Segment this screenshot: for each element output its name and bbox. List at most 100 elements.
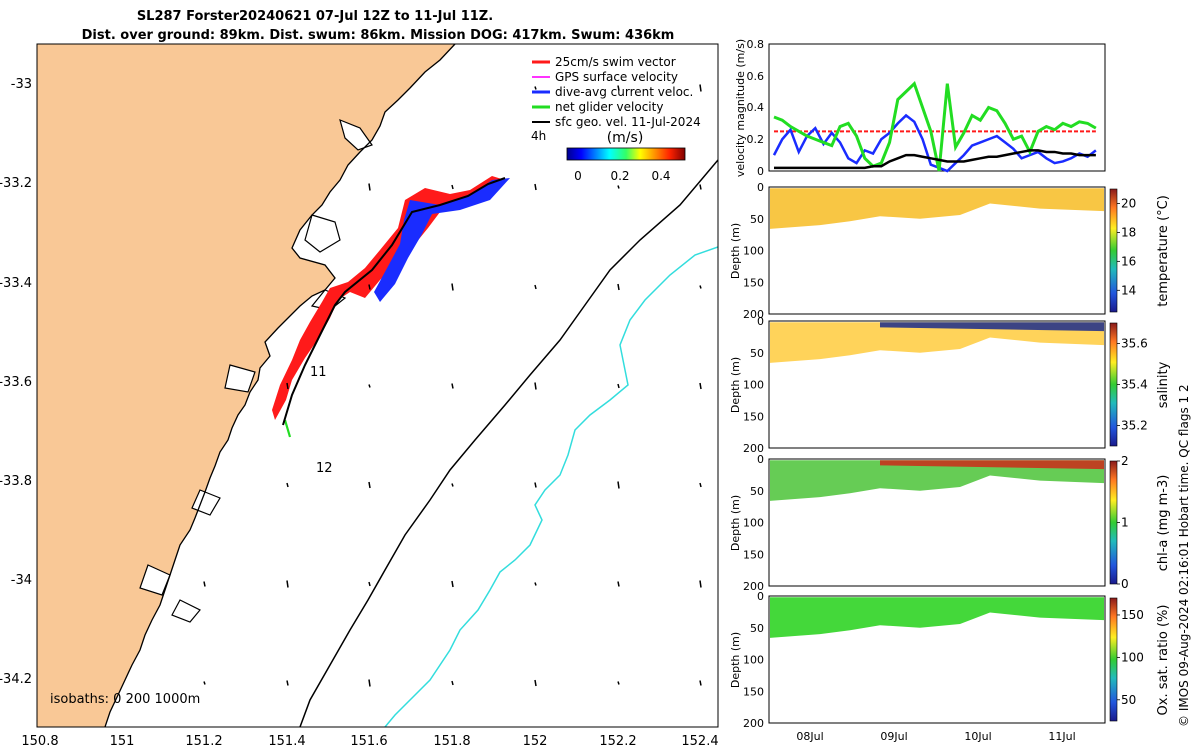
map-y-tick: -33.6 <box>0 375 32 390</box>
map-x-tick: 152 <box>523 734 548 749</box>
velocity-y-tick: 0.8 <box>747 38 765 51</box>
legend-label-net: net glider velocity <box>555 100 663 114</box>
section-y-tick: 150 <box>743 685 764 698</box>
title-line-2: Dist. over ground: 89km. Dist. swum: 86k… <box>82 28 675 43</box>
section-y-tick: 150 <box>743 548 764 561</box>
velocity-y-tick: 0.4 <box>747 101 765 114</box>
section-y-tick: 200 <box>743 308 764 321</box>
time-axis: 08Jul 09Jul 10Jul 11Jul <box>796 730 1075 743</box>
geostrophic-arrow <box>451 483 454 487</box>
geostrophic-arrow <box>368 581 371 587</box>
section-colorbar-label: salinity <box>1156 361 1171 408</box>
velocity-y-tick: 0.2 <box>747 133 765 146</box>
section-0: 0 50 100 150 200 Depth (m) 14 16 18 20 temperature… <box>729 181 1171 321</box>
map-panel: 11 12 150.8 151 151.2 151.4 151.6 151.8 … <box>0 43 719 749</box>
section-colorbar-tick: 20 <box>1121 196 1136 210</box>
section-y-tick: 100 <box>743 654 764 667</box>
legend-label-swim: 25cm/s swim vector <box>555 55 676 69</box>
geostrophic-arrow <box>286 382 289 390</box>
time-tick: 08Jul <box>796 730 823 743</box>
isobaths-label: isobaths: 0 200 1000m <box>50 692 200 707</box>
geostrophic-arrow <box>617 185 620 189</box>
section-y-tick: 0 <box>757 315 764 328</box>
section-y-tick: 50 <box>750 213 764 226</box>
section-colorbar-tick: 18 <box>1121 225 1136 239</box>
map-y-tick: -33.8 <box>0 474 32 489</box>
geostrophic-arrow <box>617 85 620 91</box>
geostrophic-arrow <box>617 681 620 685</box>
geostrophic-arrow <box>534 482 537 488</box>
geostrophic-arrow <box>368 384 371 388</box>
section-y-tick: 100 <box>743 245 764 258</box>
velocity-y-tick: 0 <box>757 165 764 178</box>
day-label-12: 12 <box>316 461 333 476</box>
map-x-tick: 151.2 <box>185 734 222 749</box>
section-y-tick: 50 <box>750 347 764 360</box>
map-legend: 25cm/s swim vector GPS surface velocity … <box>531 55 701 183</box>
legend-label-current: dive-avg current veloc. <box>555 85 693 99</box>
section-y-label: Depth (m) <box>729 357 742 413</box>
map-y-tick: -33.2 <box>0 176 32 191</box>
geostrophic-arrow <box>699 382 702 390</box>
geostrophic-arrow <box>534 382 537 390</box>
geostrophic-arrow <box>451 680 454 686</box>
velocity-series <box>772 80 1097 173</box>
section-y-tick: 150 <box>743 410 764 423</box>
geostrophic-arrow <box>699 580 702 588</box>
section-data-field <box>770 597 1104 638</box>
section-y-tick: 200 <box>743 442 764 455</box>
section-colorbar-tick: 1 <box>1121 516 1129 530</box>
section-colorbar-label: Ox. sat. ratio (%) <box>1156 605 1171 716</box>
geostrophic-arrow <box>699 184 702 190</box>
section-colorbar-tick: 16 <box>1121 254 1136 268</box>
section-y-tick: 50 <box>750 485 764 498</box>
geostrophic-arrow <box>368 183 371 191</box>
section-frame <box>768 595 1106 724</box>
coastline <box>104 44 456 727</box>
section-y-tick: 100 <box>743 517 764 530</box>
geostrophic-arrow <box>617 581 620 587</box>
map-x-tick: 152.4 <box>681 734 718 749</box>
section-y-tick: 100 <box>743 379 764 392</box>
section-y-label: Depth (m) <box>729 632 742 688</box>
glider-track <box>272 176 510 438</box>
section-frame <box>768 186 1106 315</box>
section-colorbar-tick: 35.6 <box>1121 337 1148 351</box>
section-colorbar <box>1109 460 1118 585</box>
colorbar-tick: 0 <box>574 169 582 183</box>
section-y-tick: 200 <box>743 580 764 593</box>
section-surface-band <box>880 322 1104 332</box>
section-colorbar <box>1109 322 1118 447</box>
geostrophic-arrow <box>699 84 702 92</box>
section-data-field <box>770 322 1104 363</box>
section-y-tick: 0 <box>757 590 764 603</box>
track-line <box>282 177 506 426</box>
section-colorbar-tick: 14 <box>1121 283 1136 297</box>
section-colorbar-label: chl-a (mg m-3) <box>1156 475 1171 572</box>
isobath-200m <box>299 159 718 727</box>
geostrophic-arrow <box>617 383 620 389</box>
map-x-tick: 151.8 <box>433 734 470 749</box>
section-frame <box>768 458 1106 587</box>
map-y-tick: -33 <box>11 77 32 92</box>
legend-label-geo: sfc geo. vel. 11-Jul-2024 <box>555 115 701 129</box>
map-x-axis: 150.8 151 151.2 151.4 151.6 151.8 152 15… <box>21 734 718 749</box>
section-colorbar-tick: 35.2 <box>1121 419 1148 433</box>
geostrophic-arrow <box>699 482 702 488</box>
section-frame <box>768 320 1106 449</box>
geostrophic-arrow <box>617 481 620 489</box>
map-frame <box>36 43 719 728</box>
geostrophic-arrow <box>534 183 537 191</box>
map-y-axis: -33 -33.2 -33.4 -33.6 -33.8 -34 -34.2 <box>0 77 32 687</box>
geostrophic-arrow <box>368 481 371 489</box>
velocity-frame <box>768 43 1106 172</box>
velocity-series-line <box>774 149 1096 170</box>
map-x-tick: 150.8 <box>21 734 58 749</box>
section-1: 0 50 100 150 200 Depth (m) 35.2 35.4 35.6 salinit… <box>729 315 1171 455</box>
velocity-series-line <box>773 80 1097 172</box>
title-line-1: SL287 Forster20240621 07-Jul 12Z to 11-J… <box>137 9 493 24</box>
map-x-tick: 151 <box>110 734 135 749</box>
section-y-label: Depth (m) <box>729 495 742 551</box>
